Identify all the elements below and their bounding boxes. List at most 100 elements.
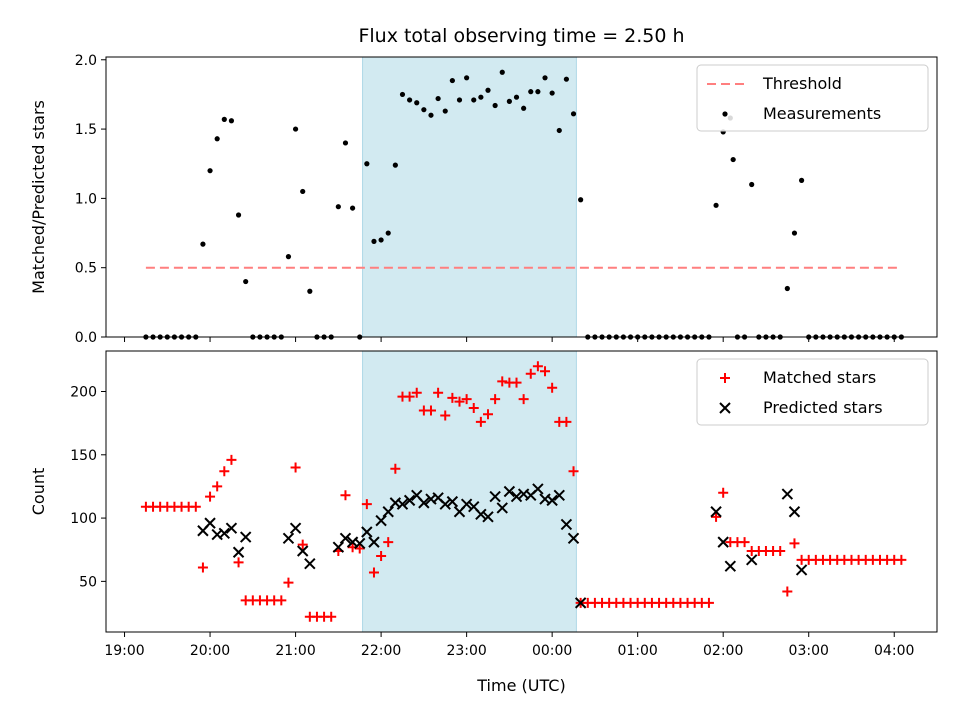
measurement-point bbox=[335, 204, 341, 210]
predicted-star-point bbox=[503, 485, 516, 498]
predicted-star-point bbox=[560, 518, 573, 531]
predicted-star-point bbox=[475, 508, 487, 520]
axes-frame bbox=[105, 56, 938, 338]
matched-star-point bbox=[340, 490, 351, 501]
y-tick-label: 0.0 bbox=[75, 330, 97, 346]
chart-title: Flux total observing time = 2.50 h bbox=[358, 25, 684, 47]
predicted-star-point bbox=[546, 494, 558, 507]
matched-star-point bbox=[468, 402, 479, 413]
predicted-star-point bbox=[489, 490, 501, 503]
predicted-star-point bbox=[795, 564, 808, 576]
matched-star-point bbox=[368, 567, 379, 578]
y-tick-label: 1.5 bbox=[75, 122, 97, 138]
matched-star-point bbox=[361, 499, 372, 510]
predicted-star-point bbox=[724, 560, 737, 572]
x-tick-label: 04:00 bbox=[874, 643, 914, 659]
predicted-star-point bbox=[446, 495, 459, 508]
matched-star-point bbox=[525, 368, 536, 379]
matched-star-point bbox=[404, 391, 415, 402]
shaded-observing-window bbox=[362, 56, 577, 338]
x-tick-label: 21:00 bbox=[275, 643, 315, 659]
measurement-point bbox=[200, 241, 206, 247]
predicted-star-point bbox=[239, 531, 252, 543]
measurement-point bbox=[342, 140, 349, 146]
measurement-point bbox=[421, 107, 427, 113]
predicted-star-point bbox=[781, 488, 794, 500]
predicted-star-point bbox=[460, 498, 473, 510]
measurement-point bbox=[378, 237, 384, 243]
shaded-observing-window bbox=[362, 350, 577, 633]
predicted-star-point bbox=[289, 522, 302, 534]
x-tick-label: 00:00 bbox=[532, 643, 572, 659]
matched-star-point bbox=[283, 577, 294, 588]
matched-star-point bbox=[896, 554, 907, 565]
measurement-point bbox=[542, 75, 548, 81]
matched-star-point bbox=[454, 396, 465, 407]
measurement-point bbox=[364, 161, 370, 167]
predicted-star-point bbox=[225, 522, 238, 534]
measurement-point bbox=[749, 181, 755, 188]
x-tick-label: 19:00 bbox=[104, 643, 144, 659]
measurement-point bbox=[214, 136, 220, 142]
measurement-point bbox=[464, 75, 470, 81]
predicted-star-point bbox=[396, 498, 409, 510]
matched-star-point bbox=[547, 382, 558, 393]
predicted-star-point bbox=[788, 506, 801, 518]
y-tick-label: 2.0 bbox=[75, 53, 97, 69]
y-axis-label: Count bbox=[29, 468, 48, 516]
predicted-star-point bbox=[496, 502, 508, 514]
measurement-point bbox=[535, 89, 541, 95]
measurement-point bbox=[570, 111, 577, 117]
legend-matched-swatch bbox=[720, 373, 730, 383]
matched-star-point bbox=[440, 410, 451, 421]
measurement-point bbox=[442, 108, 448, 114]
measurement-point bbox=[285, 254, 292, 260]
measurement-point bbox=[784, 285, 790, 292]
y-tick-label: 0.5 bbox=[75, 261, 97, 277]
x-tick-label: 03:00 bbox=[789, 643, 829, 659]
measurement-point bbox=[300, 188, 306, 195]
matched-star-point bbox=[354, 543, 365, 554]
y-tick-label: 150 bbox=[70, 448, 97, 464]
legend-label: Predicted stars bbox=[763, 398, 883, 417]
x-tick-label: 02:00 bbox=[703, 643, 743, 659]
predicted-star-point bbox=[553, 489, 565, 502]
measurement-point bbox=[307, 288, 313, 294]
measurement-point bbox=[471, 97, 477, 103]
predicted-star-point bbox=[403, 494, 416, 507]
axes-frame bbox=[105, 350, 938, 633]
measurement-point bbox=[292, 126, 299, 132]
predicted-star-point bbox=[510, 490, 523, 503]
matched-star-point bbox=[276, 595, 287, 606]
matched-star-point bbox=[376, 551, 387, 562]
matched-star-point bbox=[290, 462, 301, 473]
measurement-point bbox=[499, 69, 505, 75]
measurement-point bbox=[414, 100, 420, 106]
legend-label: Threshold bbox=[762, 74, 842, 93]
measurement-point bbox=[221, 116, 227, 122]
measurement-point bbox=[243, 278, 249, 285]
matched-star-point bbox=[212, 481, 223, 492]
matched-star-point bbox=[532, 361, 543, 372]
y-tick-label: 50 bbox=[79, 574, 97, 590]
matched-star-point bbox=[447, 392, 458, 403]
measurement-point bbox=[730, 156, 736, 163]
matched-star-point bbox=[326, 611, 337, 622]
measurement-point bbox=[371, 238, 377, 244]
legend-box bbox=[696, 358, 929, 426]
matched-star-point bbox=[497, 376, 508, 387]
measurement-point bbox=[449, 77, 455, 84]
predicted-star-point bbox=[717, 536, 729, 548]
measurement-point bbox=[228, 118, 235, 124]
measurement-point bbox=[207, 168, 213, 174]
matched-star-point bbox=[483, 409, 494, 420]
predicted-star-point bbox=[418, 497, 430, 509]
x-tick-label: 01:00 bbox=[617, 643, 657, 659]
matched-star-point bbox=[219, 466, 230, 477]
x-tick-label: 20:00 bbox=[190, 643, 230, 659]
matched-star-point bbox=[568, 466, 579, 477]
matched-star-point bbox=[540, 366, 551, 377]
x-tick-label: 23:00 bbox=[446, 643, 486, 659]
measurement-point bbox=[392, 162, 398, 168]
